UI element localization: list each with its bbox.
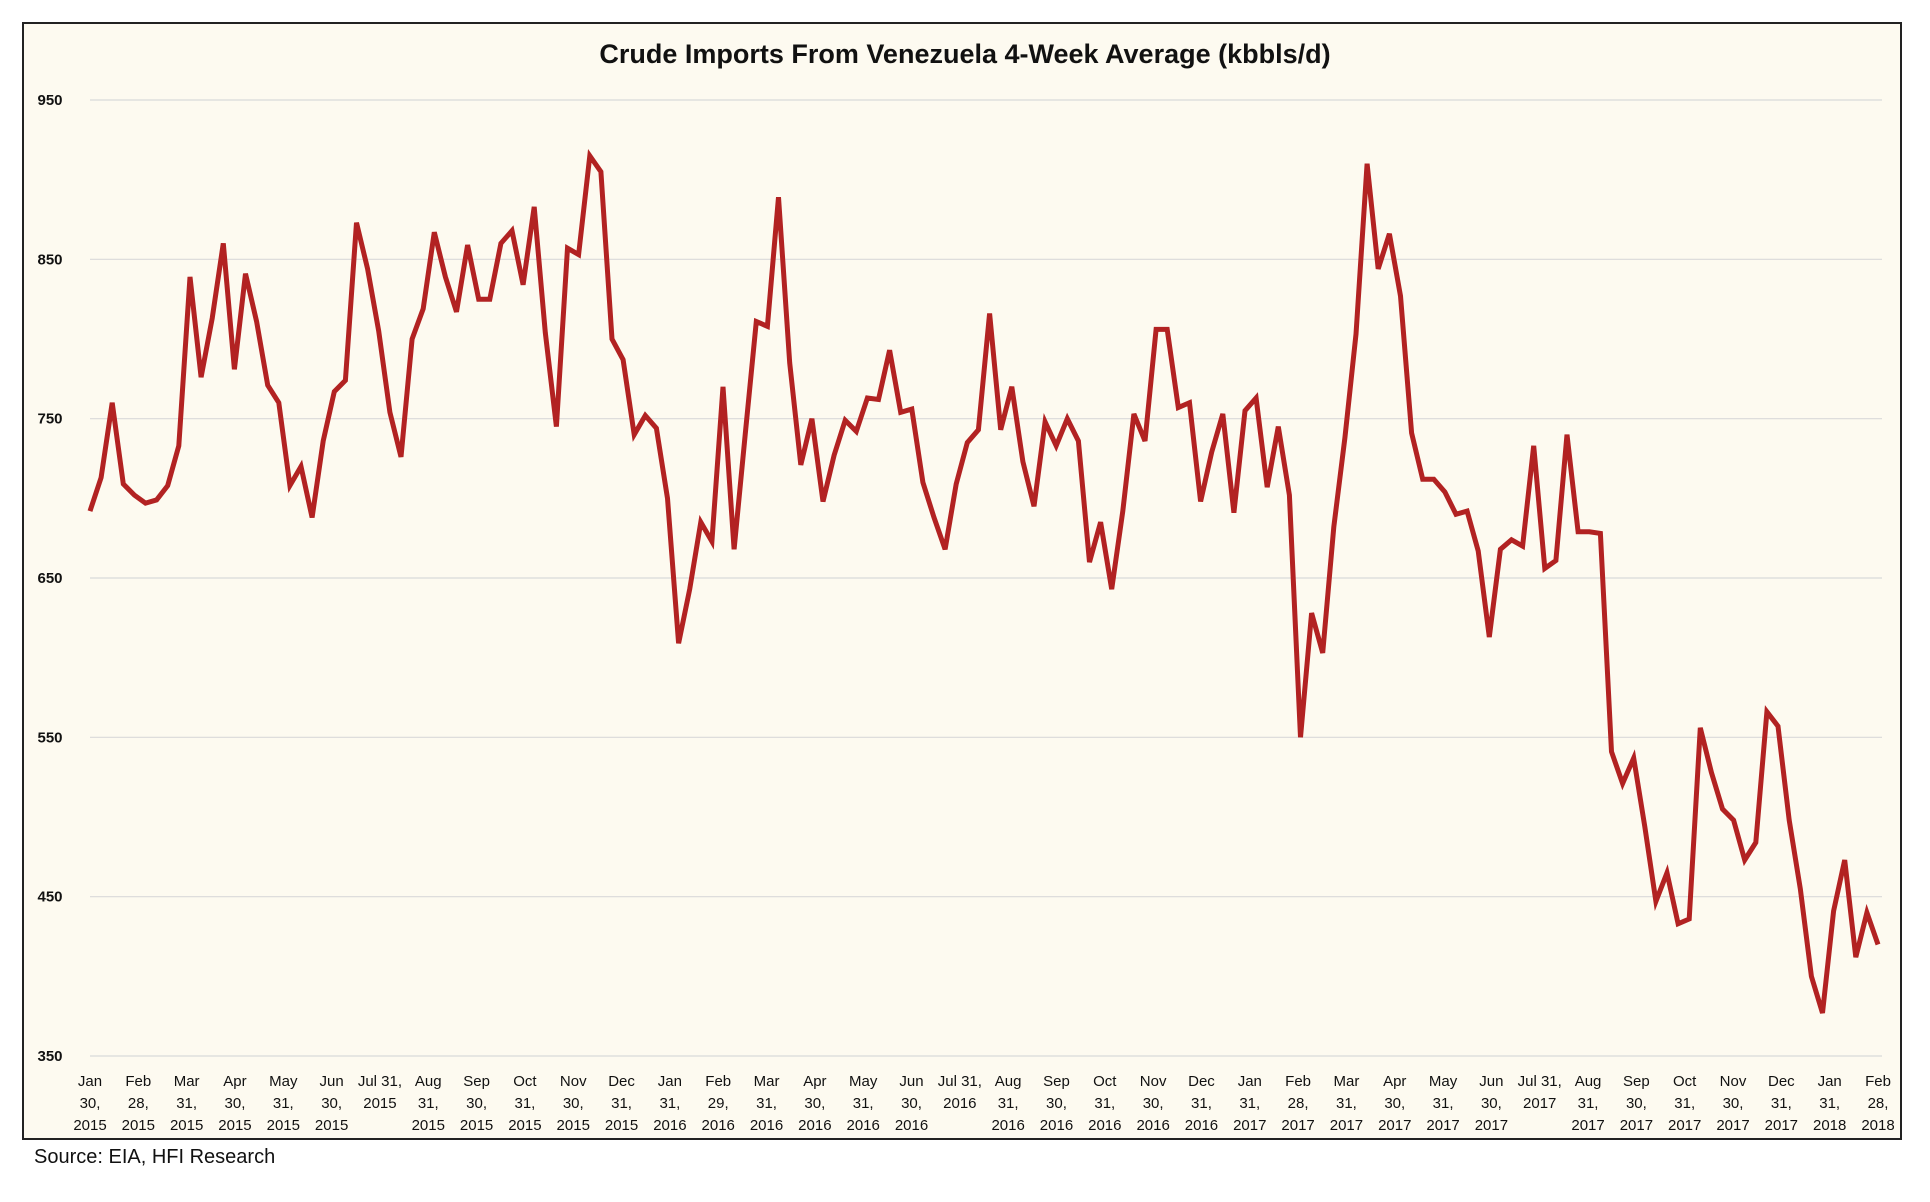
- x-tick-label-9: Oct 31, 2015: [508, 1073, 541, 1134]
- y-axis-ticks: 350 450 550 650 750 850 950: [37, 92, 62, 1065]
- x-tick-label-14: Mar 31, 2016: [750, 1073, 783, 1134]
- x-tick-label-30: Jul 31, 2017: [1518, 1073, 1562, 1112]
- x-tick-label-15: Apr 30, 2016: [798, 1073, 831, 1134]
- x-tick-label-31: Aug 31, 2017: [1571, 1073, 1604, 1134]
- x-tick-label-19: Aug 31, 2016: [991, 1073, 1024, 1134]
- y-tick-label-6: 950: [37, 92, 62, 109]
- x-tick-label-26: Mar 31, 2017: [1330, 1073, 1363, 1134]
- x-tick-label-1: Feb 28, 2015: [122, 1073, 155, 1134]
- x-tick-label-5: Jun 30, 2015: [315, 1073, 348, 1134]
- x-tick-label-3: Apr 30, 2015: [218, 1073, 251, 1134]
- x-tick-label-18: Jul 31, 2016: [938, 1073, 982, 1112]
- y-tick-label-5: 850: [37, 251, 62, 268]
- series-line-0: [87, 148, 1881, 1014]
- x-tick-label-16: May 31, 2016: [847, 1073, 880, 1134]
- chart-title: Crude Imports From Venezuela 4-Week Aver…: [599, 39, 1330, 69]
- x-tick-label-4: May 31, 2015: [267, 1073, 300, 1134]
- x-tick-label-21: Oct 31, 2016: [1088, 1073, 1121, 1134]
- x-tick-label-33: Oct 31, 2017: [1668, 1073, 1701, 1134]
- x-tick-label-29: Jun 30, 2017: [1475, 1073, 1508, 1134]
- x-tick-label-36: Jan 31, 2018: [1813, 1073, 1846, 1134]
- x-tick-label-32: Sep 30, 2017: [1620, 1073, 1653, 1134]
- x-tick-label-22: Nov 30, 2016: [1136, 1073, 1169, 1134]
- x-tick-label-8: Sep 30, 2015: [460, 1073, 493, 1134]
- gridlines: [90, 99, 1882, 1057]
- series-layer: [87, 148, 1881, 1014]
- y-tick-label-0: 350: [37, 1048, 62, 1065]
- x-tick-label-2: Mar 31, 2015: [170, 1073, 203, 1134]
- y-tick-label-2: 550: [37, 729, 62, 746]
- y-tick-label-1: 450: [37, 889, 62, 906]
- x-axis-ticks: Jan 30, 2015 Feb 28, 2015 Mar 31, 2015 Apr 30, 2015…: [73, 1073, 1894, 1134]
- x-tick-label-13: Feb 29, 2016: [702, 1073, 735, 1134]
- x-tick-label-34: Nov 30, 2017: [1716, 1073, 1749, 1134]
- x-tick-label-25: Feb 28, 2017: [1281, 1073, 1314, 1134]
- x-tick-label-7: Aug 31, 2015: [412, 1073, 445, 1134]
- x-tick-label-20: Sep 30, 2016: [1040, 1073, 1073, 1134]
- x-tick-label-10: Nov 30, 2015: [557, 1073, 590, 1134]
- y-tick-label-4: 750: [37, 411, 62, 428]
- x-tick-label-27: Apr 30, 2017: [1378, 1073, 1411, 1134]
- x-tick-label-0: Jan 30, 2015: [73, 1073, 106, 1134]
- x-tick-label-11: Dec 31, 2015: [605, 1073, 638, 1134]
- x-tick-label-12: Jan 31, 2016: [653, 1073, 686, 1134]
- x-tick-label-37: Feb 28, 2018: [1861, 1073, 1894, 1134]
- y-tick-label-3: 650: [37, 570, 62, 587]
- x-tick-label-23: Dec 31, 2016: [1185, 1073, 1218, 1134]
- x-tick-label-24: Jan 31, 2017: [1233, 1073, 1266, 1134]
- chart-frame: [22, 22, 1902, 1140]
- x-tick-label-17: Jun 30, 2016: [895, 1073, 928, 1134]
- x-tick-label-28: May 31, 2017: [1426, 1073, 1459, 1134]
- source-note: Source: EIA, HFI Research: [34, 1146, 276, 1168]
- x-tick-label-6: Jul 31, 2015: [358, 1073, 402, 1112]
- x-tick-label-35: Dec 31, 2017: [1765, 1073, 1798, 1134]
